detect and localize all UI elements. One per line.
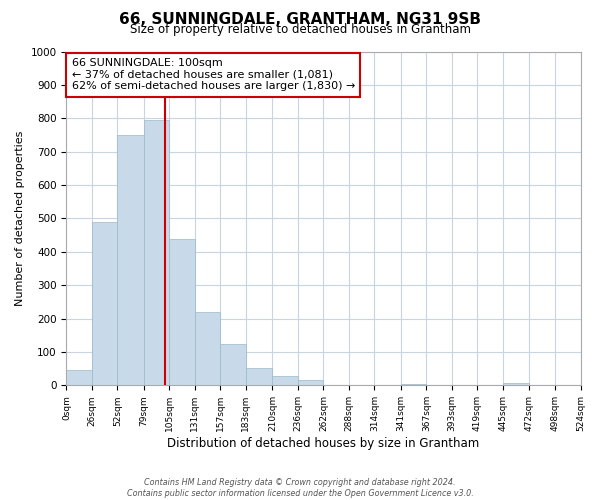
Y-axis label: Number of detached properties: Number of detached properties	[15, 130, 25, 306]
Bar	[92, 222, 118, 386]
Bar	[272, 376, 298, 386]
Bar	[144, 120, 169, 386]
Bar	[298, 380, 323, 386]
Text: Contains HM Land Registry data © Crown copyright and database right 2024.
Contai: Contains HM Land Registry data © Crown c…	[127, 478, 473, 498]
Bar	[220, 344, 246, 386]
Bar	[195, 312, 220, 386]
Bar	[401, 384, 427, 386]
Bar	[169, 239, 195, 386]
Text: 66 SUNNINGDALE: 100sqm
← 37% of detached houses are smaller (1,081)
62% of semi-: 66 SUNNINGDALE: 100sqm ← 37% of detached…	[71, 58, 355, 92]
Bar	[67, 370, 92, 386]
Text: 66, SUNNINGDALE, GRANTHAM, NG31 9SB: 66, SUNNINGDALE, GRANTHAM, NG31 9SB	[119, 12, 481, 28]
Bar	[118, 135, 144, 386]
Bar	[246, 368, 272, 386]
Text: Size of property relative to detached houses in Grantham: Size of property relative to detached ho…	[130, 22, 470, 36]
X-axis label: Distribution of detached houses by size in Grantham: Distribution of detached houses by size …	[167, 437, 479, 450]
Bar	[503, 382, 529, 386]
